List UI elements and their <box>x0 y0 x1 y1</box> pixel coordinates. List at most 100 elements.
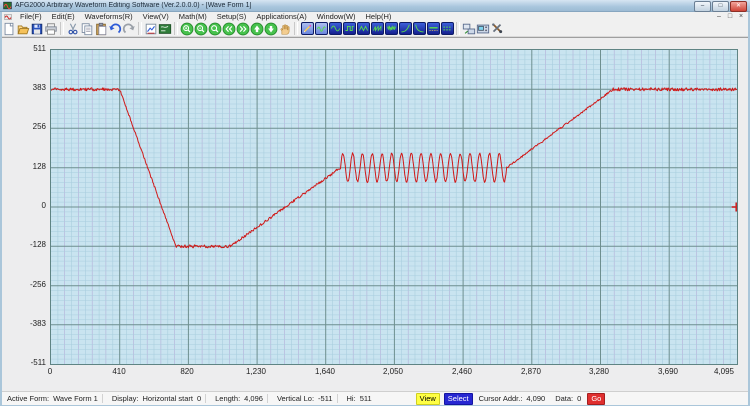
menu-view[interactable]: View(V) <box>142 12 169 21</box>
insert-sine-icon[interactable] <box>328 22 342 35</box>
zoom-reset-icon[interactable] <box>208 22 222 36</box>
device-panel-icon[interactable] <box>476 22 490 36</box>
copy-icon[interactable] <box>80 22 94 36</box>
insert-triangle-icon[interactable] <box>356 22 370 35</box>
cursor-addr-label: Cursor Addr.: <box>478 394 523 403</box>
draw-pencil-icon[interactable] <box>300 22 314 35</box>
y-axis-tick-label: 383 <box>32 83 46 92</box>
draw-freehand-icon[interactable] <box>314 22 328 35</box>
hi-label: Hi: <box>346 394 356 403</box>
menu-window[interactable]: Window(W) <box>316 12 356 21</box>
toolbar-separator <box>456 22 460 35</box>
x-axis-tick-label: 0 <box>47 367 53 376</box>
toolbar-separator <box>294 22 298 35</box>
vertical-lo-label: Vertical Lo: <box>276 394 315 403</box>
waveform-preview-icon[interactable] <box>144 22 158 36</box>
menu-math[interactable]: Math(M) <box>178 12 207 21</box>
y-axis-tick-label: 0 <box>41 201 46 210</box>
x-axis-tick-label: 3,280 <box>588 367 610 376</box>
scroll-left-icon[interactable] <box>222 22 236 36</box>
length-label: Length: <box>215 394 241 403</box>
insert-dc-dashed-icon[interactable] <box>440 22 454 35</box>
y-axis-tick-label: -511 <box>30 358 46 367</box>
app-icon <box>3 1 12 10</box>
minimize-button[interactable]: – <box>694 1 711 12</box>
menu-file[interactable]: File(F) <box>20 12 42 21</box>
menu-applications[interactable]: Applications(A) <box>256 12 307 21</box>
close-button[interactable]: ✕ <box>730 1 747 12</box>
tools-icon[interactable] <box>490 22 504 36</box>
hi-value: 511 <box>359 394 372 403</box>
x-axis-tick-label: 2,050 <box>382 367 404 376</box>
child-restore-button[interactable]: □ <box>727 13 733 20</box>
y-axis-tick-label: -256 <box>29 280 46 289</box>
window-controls: – □ ✕ <box>694 1 747 12</box>
redo-icon[interactable] <box>122 22 136 36</box>
maximize-button[interactable]: □ <box>712 1 729 12</box>
x-axis-tick-label: 410 <box>112 367 126 376</box>
scroll-right-icon[interactable] <box>236 22 250 36</box>
print-icon[interactable] <box>44 22 58 36</box>
window-title: AFG2000 Arbitrary Waveform Editing Softw… <box>15 2 252 9</box>
document-icon <box>4 13 12 21</box>
menu-waveforms[interactable]: Waveforms(R) <box>84 12 133 21</box>
child-minimize-button[interactable]: – <box>717 13 721 20</box>
insert-exp-rise-icon[interactable] <box>398 22 412 35</box>
y-axis-tick-label: 511 <box>33 44 46 53</box>
menu-bar: File(F) Edit(E) Waveforms(R) View(V) Math(M)… <box>2 12 748 21</box>
statusbar-divider <box>205 394 207 403</box>
edit-cursor <box>731 202 737 212</box>
active-form-value: Wave Form 1 <box>53 394 98 403</box>
toolbar-separator <box>60 22 64 35</box>
insert-noise-icon[interactable] <box>384 22 398 35</box>
x-axis-tick-label: 820 <box>180 367 194 376</box>
cursor-addr-value: 4,090 <box>526 394 546 403</box>
insert-square-icon[interactable] <box>342 22 356 35</box>
insert-sawtooth-icon[interactable] <box>370 22 384 35</box>
toolbar-separator <box>174 22 178 35</box>
open-file-icon[interactable] <box>16 22 30 36</box>
title-bar[interactable]: AFG2000 Arbitrary Waveform Editing Softw… <box>0 0 750 12</box>
board-view-icon[interactable] <box>158 22 172 36</box>
status-bar: Active Form: Wave Form 1 Display: Horizo… <box>2 391 748 405</box>
length-value: 4,096 <box>244 394 263 403</box>
scroll-up-icon[interactable] <box>250 22 264 36</box>
insert-dc-level-icon[interactable] <box>426 22 440 35</box>
y-axis-tick-label: 256 <box>32 122 46 131</box>
pan-hand-icon[interactable] <box>278 22 292 36</box>
child-close-button[interactable]: × <box>738 13 744 20</box>
x-axis-tick-label: 1,230 <box>245 367 267 376</box>
view-mode-button[interactable]: View <box>415 392 440 405</box>
cut-icon[interactable] <box>66 22 80 36</box>
vertical-lo-value: -511 <box>318 394 333 403</box>
undo-icon[interactable] <box>108 22 122 36</box>
menu-help[interactable]: Help(H) <box>365 12 392 21</box>
scroll-down-icon[interactable] <box>264 22 278 36</box>
send-to-device-icon[interactable] <box>462 22 476 36</box>
toolbar <box>2 21 748 37</box>
insert-exp-decay-icon[interactable] <box>412 22 426 35</box>
waveform-trace <box>51 87 737 249</box>
y-axis-tick-label: 128 <box>32 162 46 171</box>
toolbar-separator <box>138 22 142 35</box>
x-axis-tick-label: 3,690 <box>657 367 679 376</box>
save-file-icon[interactable] <box>30 22 44 36</box>
menu-edit[interactable]: Edit(E) <box>51 12 75 21</box>
zoom-out-icon[interactable] <box>194 22 208 36</box>
menu-setup[interactable]: Setup(S) <box>216 12 247 21</box>
select-mode-button[interactable]: Select <box>443 392 473 405</box>
new-file-icon[interactable] <box>2 22 16 36</box>
paste-icon[interactable] <box>94 22 108 36</box>
x-axis-tick-label: 2,870 <box>520 367 542 376</box>
display-label: Display: <box>111 394 139 403</box>
waveform-plot[interactable] <box>50 49 738 365</box>
zoom-in-icon[interactable] <box>180 22 194 36</box>
go-button[interactable]: Go <box>587 392 606 405</box>
statusbar-divider <box>336 394 338 403</box>
active-form-label: Active Form: <box>7 394 50 403</box>
menu-items: File(F) Edit(E) Waveforms(R) View(V) Math(M)… <box>15 12 396 21</box>
display-value: 0 <box>196 394 202 403</box>
x-axis-tick-label: 1,640 <box>314 367 336 376</box>
y-axis-tick-label: -128 <box>29 240 46 249</box>
